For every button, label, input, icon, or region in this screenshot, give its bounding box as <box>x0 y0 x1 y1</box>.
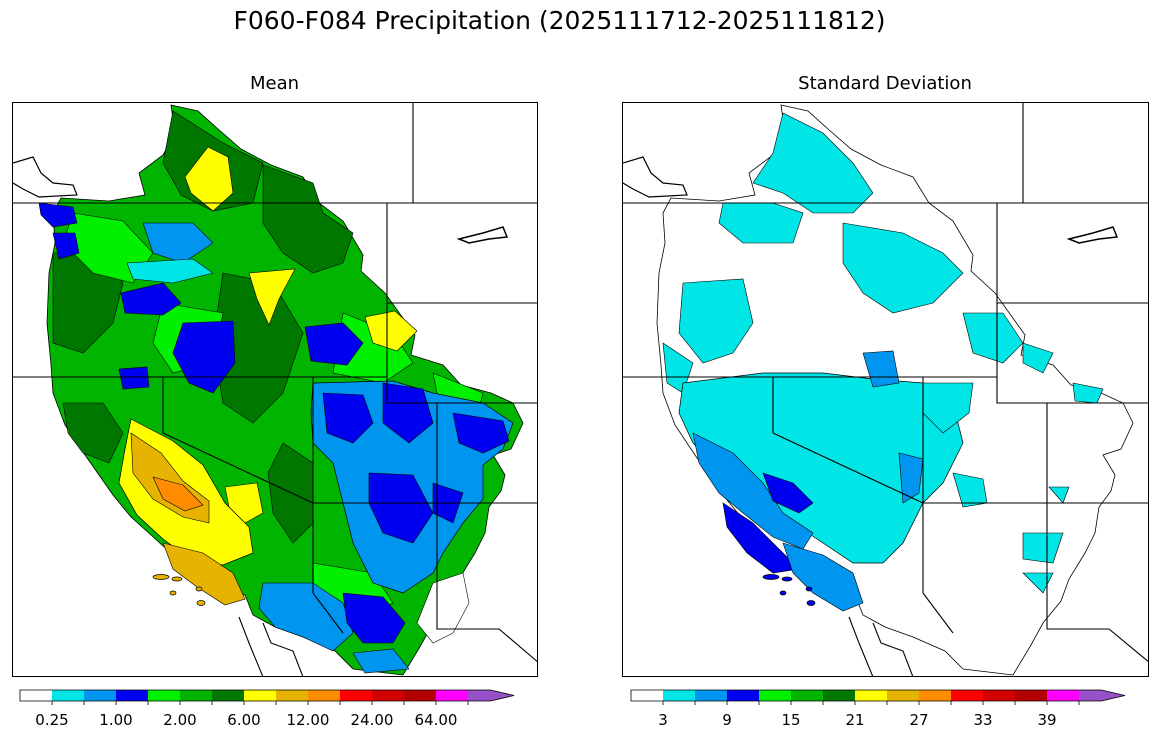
std-colorbar-swatch <box>1047 690 1079 701</box>
figure-title: F060-F084 Precipitation (2025111712-2025… <box>233 6 886 35</box>
mean-colorbar-swatch <box>436 690 468 701</box>
std-colorbar-outline <box>630 689 1126 702</box>
std-colorbar-label: 9 <box>722 711 732 729</box>
mean-colorbar-label: 24.00 <box>350 711 394 729</box>
mean-colorbar-swatch <box>244 690 276 701</box>
std-colorbar-swatch <box>759 690 791 701</box>
mean-colorbar-outline <box>19 689 515 702</box>
mean-colorbar-label: 12.00 <box>286 711 330 729</box>
mean-colorbar-label: 64.00 <box>414 711 458 729</box>
std-colorbar-swatch <box>695 690 727 701</box>
std-panel-title: Standard Deviation <box>798 73 972 94</box>
mean-colorbar-swatch <box>148 690 180 701</box>
std-colorbar-label: 27 <box>909 711 929 729</box>
std-colorbar-label: 3 <box>658 711 668 729</box>
mean-colorbar-swatch <box>116 690 148 701</box>
std-colorbar-swatch <box>727 690 759 701</box>
std-colorbar-swatch <box>1015 690 1047 701</box>
std-colorbar-label: 39 <box>1037 711 1057 729</box>
mean-colorbar-swatch <box>52 690 84 701</box>
mean-colorbar-swatch <box>276 690 308 701</box>
std-colorbar-swatch <box>631 690 663 701</box>
std-colorbar-swatch <box>855 690 887 701</box>
mean-panel-title: Mean <box>249 73 300 94</box>
mean-colorbar-extend-arrow <box>468 690 514 701</box>
std-colorbar-swatch <box>887 690 919 701</box>
std-colorbar-label: 15 <box>781 711 801 729</box>
std-colorbar-label: 33 <box>973 711 993 729</box>
mean-colorbar-swatch <box>404 690 436 701</box>
mean-colorbar-label: 2.00 <box>163 711 197 729</box>
std-colorbar-label: 21 <box>845 711 865 729</box>
mean-colorbar-swatch <box>20 690 52 701</box>
mean-colorbar-swatch <box>84 690 116 701</box>
mean-colorbar-label: 6.00 <box>227 711 261 729</box>
mean-colorbar-swatch <box>308 690 340 701</box>
mean-precipitation-map <box>12 102 538 677</box>
std-colorbar-swatch <box>823 690 855 701</box>
mean-colorbar-swatch <box>340 690 372 701</box>
std-colorbar-swatch <box>919 690 951 701</box>
std-colorbar-swatch <box>663 690 695 701</box>
mean-colorbar-swatch <box>180 690 212 701</box>
mean-colorbar-swatch <box>212 690 244 701</box>
std-colorbar-swatch <box>791 690 823 701</box>
std-colorbar-extend-arrow <box>1079 690 1125 701</box>
std-deviation-map <box>622 102 1149 677</box>
mean-colorbar-swatch <box>372 690 404 701</box>
mean-colorbar-label: 1.00 <box>99 711 133 729</box>
std-colorbar-swatch <box>983 690 1015 701</box>
std-colorbar-swatch <box>951 690 983 701</box>
mean-colorbar-label: 0.25 <box>35 711 69 729</box>
